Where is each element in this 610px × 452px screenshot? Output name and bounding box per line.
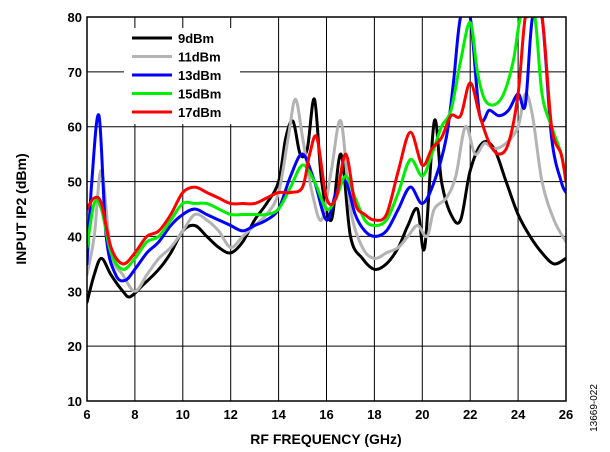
legend-label: 13dBm <box>178 68 221 83</box>
legend-label: 15dBm <box>178 87 221 102</box>
legend: 9dBm 11dBm 13dBm 15dBm 17dBm <box>132 31 221 120</box>
x-tick-label: 12 <box>223 407 237 422</box>
x-axis-title: RF FREQUENCY (GHz) <box>250 431 401 447</box>
x-tick-label: 24 <box>511 407 526 422</box>
y-tick-label: 30 <box>68 284 82 299</box>
figure-id: 13669-022 <box>589 384 600 432</box>
y-tick-label: 20 <box>68 339 82 354</box>
y-tick-labels: 10 20 30 40 50 60 70 80 <box>68 10 82 409</box>
series-line-17dbm <box>87 17 566 266</box>
series-line-11dbm <box>87 92 566 293</box>
y-axis-title: INPUT IP2 (dBm) <box>13 153 29 264</box>
x-tick-label: 20 <box>415 407 429 422</box>
series-layer <box>87 17 566 304</box>
y-tick-label: 80 <box>68 10 82 25</box>
x-tick-label: 6 <box>83 407 90 422</box>
legend-label: 9dBm <box>178 31 214 46</box>
y-tick-label: 70 <box>68 65 82 80</box>
x-tick-label: 10 <box>176 407 190 422</box>
x-tick-label: 22 <box>463 407 477 422</box>
plot-frame <box>86 16 567 402</box>
x-tick-label: 18 <box>367 407 381 422</box>
x-tick-label: 26 <box>559 407 573 422</box>
x-tick-labels: 6 8 10 12 14 16 18 20 22 24 26 <box>83 407 573 422</box>
y-tick-label: 10 <box>68 394 82 409</box>
y-tick-label: 60 <box>68 120 82 135</box>
x-tick-label: 16 <box>319 407 333 422</box>
x-tick-label: 14 <box>271 407 286 422</box>
y-tick-label: 50 <box>68 175 82 190</box>
y-tick-label: 40 <box>68 229 82 244</box>
legend-label: 11dBm <box>178 50 221 65</box>
x-tick-label: 8 <box>131 407 138 422</box>
legend-label: 17dBm <box>178 105 221 120</box>
